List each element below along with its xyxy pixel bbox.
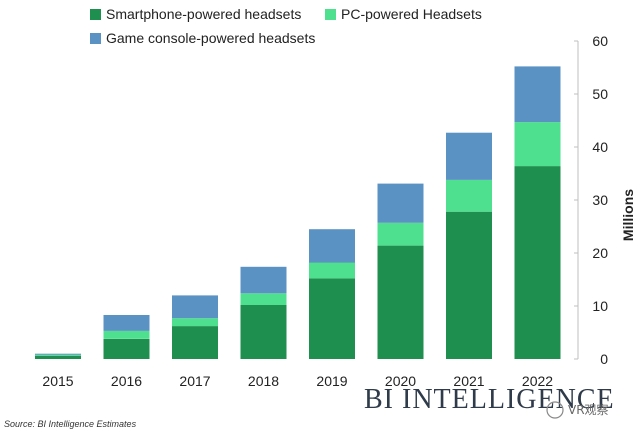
y-axis-label: Millions	[620, 189, 636, 241]
bar-2015-series-2	[35, 353, 81, 355]
legend-label-2: Game console-powered headsets	[106, 30, 315, 46]
bar-2022-series-2	[514, 66, 561, 123]
legend-swatch-0	[90, 9, 101, 20]
x-tick-2020: 2020	[385, 373, 416, 389]
y-tick-20: 20	[592, 245, 608, 261]
bar-2019-series-2	[309, 229, 355, 263]
bar-2016-series-1	[103, 330, 150, 339]
bar-2019-series-1	[309, 262, 355, 279]
watermark-text: VR观察	[568, 403, 609, 417]
x-tick-2019: 2019	[316, 373, 347, 389]
bar-2020-series-0	[377, 245, 424, 359]
legend-swatch-2	[90, 33, 101, 44]
bar-2017-series-2	[172, 295, 218, 319]
y-tick-50: 50	[592, 86, 608, 102]
legend-label-1: PC-powered Headsets	[341, 6, 482, 22]
bar-2015-series-0	[35, 355, 81, 359]
x-tick-2016: 2016	[111, 373, 142, 389]
watermark-icon	[546, 401, 564, 419]
legend: Smartphone-powered headsets PC-powered He…	[90, 6, 482, 46]
legend-label-0: Smartphone-powered headsets	[106, 6, 301, 22]
y-axis-ticks: 0 10 20 30 40 50 60	[574, 33, 608, 367]
bar-2022-series-1	[514, 122, 561, 167]
brand-logo: BI INTELLIGENCE	[364, 384, 615, 415]
y-tick-0: 0	[600, 351, 608, 367]
y-tick-60: 60	[592, 33, 608, 49]
bar-2021-series-0	[446, 211, 492, 359]
y-tick-40: 40	[592, 139, 608, 155]
source-note: Source: BI Intelligence Estimates	[4, 419, 137, 429]
x-tick-2015: 2015	[42, 373, 73, 389]
legend-swatch-1	[325, 9, 336, 20]
x-tick-2022: 2022	[522, 373, 553, 389]
bar-2015-series-1	[35, 354, 81, 356]
x-tick-2017: 2017	[179, 373, 210, 389]
bar-2021-series-1	[446, 179, 492, 212]
y-tick-30: 30	[592, 192, 608, 208]
y-tick-10: 10	[592, 298, 608, 314]
x-tick-2021: 2021	[453, 373, 484, 389]
bar-2020-series-1	[377, 222, 424, 246]
bar-2022-series-0	[514, 166, 561, 359]
x-axis-ticks: 2015 2016 2017 2018 2019 2020 2021 2022	[42, 373, 553, 389]
bar-2016-series-2	[103, 315, 150, 331]
bar-2018-series-2	[240, 266, 287, 294]
bar-2017-series-0	[172, 326, 218, 359]
bar-2020-series-2	[377, 183, 424, 223]
watermark: VR观察	[546, 401, 609, 419]
x-tick-2018: 2018	[248, 373, 279, 389]
bar-2021-series-2	[446, 132, 492, 180]
bar-2017-series-1	[172, 318, 218, 327]
bar-2018-series-1	[240, 293, 287, 305]
bar-2019-series-0	[309, 278, 355, 359]
bars	[35, 66, 561, 359]
bar-2016-series-0	[103, 338, 150, 359]
bar-2018-series-0	[240, 304, 287, 359]
